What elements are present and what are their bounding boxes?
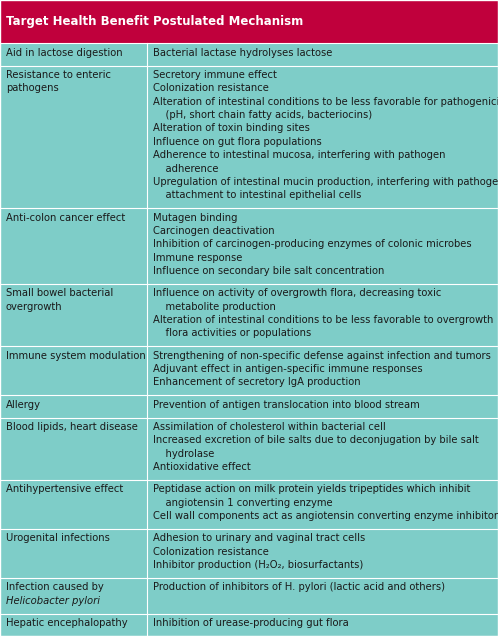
Text: Strengthening of non-specific defense against infection and tumors: Strengthening of non-specific defense ag… — [153, 350, 491, 361]
Text: Carcinogen deactivation: Carcinogen deactivation — [153, 226, 274, 236]
Text: Hepatic encephalopathy: Hepatic encephalopathy — [6, 618, 127, 628]
Text: Anti-colon cancer effect: Anti-colon cancer effect — [6, 212, 125, 223]
Text: hydrolase: hydrolase — [153, 448, 214, 459]
Text: Immune system modulation: Immune system modulation — [6, 350, 146, 361]
Text: Bacterial lactase hydrolyses lactose: Bacterial lactase hydrolyses lactose — [153, 48, 332, 58]
Text: attachment to intestinal epithelial cells: attachment to intestinal epithelial cell… — [153, 190, 361, 200]
Text: Allergy: Allergy — [6, 399, 41, 410]
Text: Urogenital infections: Urogenital infections — [6, 534, 110, 543]
Text: Increased excretion of bile salts due to deconjugation by bile salt: Increased excretion of bile salts due to… — [153, 436, 479, 445]
Text: angiotensin 1 converting enzyme: angiotensin 1 converting enzyme — [153, 498, 333, 508]
Text: flora activities or populations: flora activities or populations — [153, 328, 311, 338]
Text: Antihypertensive effect: Antihypertensive effect — [6, 485, 123, 494]
Text: Infection caused by: Infection caused by — [6, 583, 104, 593]
Text: Adjuvant effect in antigen-specific immune responses: Adjuvant effect in antigen-specific immu… — [153, 364, 422, 374]
Text: Upregulation of intestinal mucin production, interfering with pathogen: Upregulation of intestinal mucin product… — [153, 177, 498, 187]
Text: Blood lipids, heart disease: Blood lipids, heart disease — [6, 422, 138, 432]
Text: metabolite production: metabolite production — [153, 301, 276, 312]
FancyBboxPatch shape — [0, 66, 498, 208]
Text: Alteration of toxin binding sites: Alteration of toxin binding sites — [153, 123, 310, 134]
Text: Peptidase action on milk protein yields tripeptides which inhibit: Peptidase action on milk protein yields … — [153, 485, 470, 494]
Text: Influence on activity of overgrowth flora, decreasing toxic: Influence on activity of overgrowth flor… — [153, 288, 441, 298]
Text: Small bowel bacterial: Small bowel bacterial — [6, 288, 113, 298]
FancyBboxPatch shape — [0, 0, 498, 43]
Text: pathogens: pathogens — [6, 83, 59, 93]
FancyBboxPatch shape — [0, 284, 498, 346]
FancyBboxPatch shape — [0, 43, 498, 66]
Text: Colonization resistance: Colonization resistance — [153, 547, 269, 556]
Text: Inhibition of urease-producing gut flora: Inhibition of urease-producing gut flora — [153, 618, 349, 628]
Text: Influence on secondary bile salt concentration: Influence on secondary bile salt concent… — [153, 266, 384, 276]
FancyBboxPatch shape — [0, 208, 498, 284]
Text: Enhancement of secretory IgA production: Enhancement of secretory IgA production — [153, 377, 361, 387]
Text: Assimilation of cholesterol within bacterial cell: Assimilation of cholesterol within bacte… — [153, 422, 385, 432]
FancyBboxPatch shape — [0, 578, 498, 614]
Text: Resistance to enteric: Resistance to enteric — [6, 70, 111, 80]
Text: Aid in lactose digestion: Aid in lactose digestion — [6, 48, 123, 58]
FancyBboxPatch shape — [0, 346, 498, 395]
Text: Prevention of antigen translocation into blood stream: Prevention of antigen translocation into… — [153, 399, 420, 410]
Text: (pH, short chain fatty acids, bacteriocins): (pH, short chain fatty acids, bacterioci… — [153, 110, 372, 120]
Text: Target Health Benefit: Target Health Benefit — [6, 15, 149, 28]
Text: Postulated Mechanism: Postulated Mechanism — [153, 15, 303, 28]
Text: Secretory immune effect: Secretory immune effect — [153, 70, 277, 80]
Text: Adhesion to urinary and vaginal tract cells: Adhesion to urinary and vaginal tract ce… — [153, 534, 365, 543]
Text: Alteration of intestinal conditions to be less favorable to overgrowth: Alteration of intestinal conditions to b… — [153, 315, 493, 325]
Text: Production of inhibitors of H. pylori (lactic acid and others): Production of inhibitors of H. pylori (l… — [153, 583, 445, 593]
Text: Inhibitor production (H₂O₂, biosurfactants): Inhibitor production (H₂O₂, biosurfactan… — [153, 560, 363, 570]
Text: Colonization resistance: Colonization resistance — [153, 83, 269, 93]
Text: Helicobacter pylori: Helicobacter pylori — [6, 596, 100, 606]
Text: Adherence to intestinal mucosa, interfering with pathogen: Adherence to intestinal mucosa, interfer… — [153, 150, 445, 160]
FancyBboxPatch shape — [0, 395, 498, 417]
Text: overgrowth: overgrowth — [6, 301, 63, 312]
Text: adherence: adherence — [153, 163, 219, 174]
FancyBboxPatch shape — [0, 529, 498, 578]
FancyBboxPatch shape — [0, 417, 498, 480]
FancyBboxPatch shape — [0, 480, 498, 529]
Text: Antioxidative effect: Antioxidative effect — [153, 462, 250, 472]
Text: Immune response: Immune response — [153, 252, 242, 263]
Text: Influence on gut flora populations: Influence on gut flora populations — [153, 137, 322, 147]
Text: Cell wall components act as angiotensin converting enzyme inhibitors: Cell wall components act as angiotensin … — [153, 511, 498, 521]
Text: Alteration of intestinal conditions to be less favorable for pathogenicity: Alteration of intestinal conditions to b… — [153, 97, 498, 107]
Text: Mutagen binding: Mutagen binding — [153, 212, 238, 223]
FancyBboxPatch shape — [0, 614, 498, 636]
Text: Inhibition of carcinogen-producing enzymes of colonic microbes: Inhibition of carcinogen-producing enzym… — [153, 239, 472, 249]
